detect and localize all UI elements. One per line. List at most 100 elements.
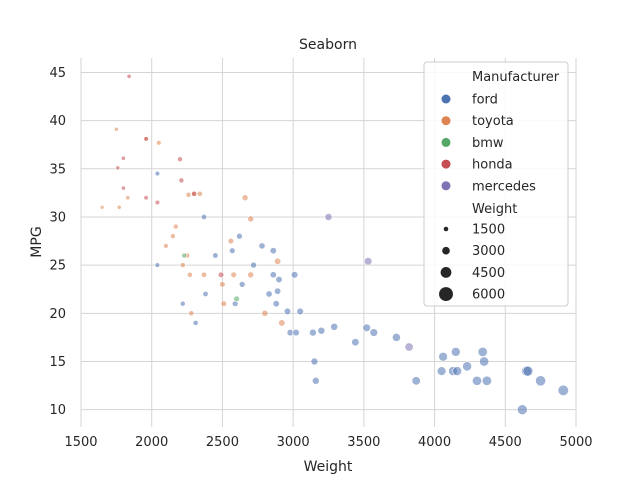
legend-size-marker (439, 287, 453, 302)
data-point-honda (143, 195, 149, 201)
y-axis-label: MPG (29, 226, 45, 257)
data-point-ford (154, 170, 161, 177)
data-point-ford (283, 307, 292, 315)
y-tick-label: 35 (49, 162, 66, 177)
legend: Manufacturer fordtoyotabmwhondamercedes … (423, 61, 569, 307)
data-points (99, 73, 569, 415)
data-point-ford (351, 338, 360, 347)
data-point-honda (126, 73, 132, 79)
x-tick-label: 1500 (64, 435, 97, 450)
x-tick-label: 4000 (418, 435, 451, 450)
data-point-ford (436, 366, 447, 376)
y-tick-label: 25 (49, 259, 66, 274)
data-point-toyota (116, 204, 122, 210)
data-point-ford (522, 365, 534, 377)
data-point-ford (236, 232, 243, 240)
data-point-toyota (196, 190, 203, 197)
data-point-ford (450, 347, 461, 357)
data-point-toyota (201, 271, 207, 278)
data-point-ford (535, 375, 547, 387)
legend-label-ford: ford (472, 93, 498, 108)
x-axis-label: Weight (304, 459, 353, 475)
data-point-toyota (173, 223, 179, 230)
data-point-honda (154, 199, 161, 206)
legend-size-marker (440, 267, 452, 278)
data-point-toyota (219, 281, 226, 288)
data-point-bmw (233, 295, 240, 303)
data-point-ford (265, 290, 273, 298)
data-point-ford (311, 376, 320, 385)
data-point-toyota (114, 126, 119, 132)
data-point-ford (179, 300, 186, 307)
data-point-ford (411, 376, 421, 386)
data-point-ford (477, 346, 488, 357)
data-point-ford (369, 328, 379, 337)
legend-label-mercedes: mercedes (472, 179, 536, 194)
y-tick-label: 20 (49, 307, 66, 322)
data-point-honda (115, 165, 121, 171)
data-point-honda (143, 136, 149, 142)
data-point-bmw (181, 252, 188, 259)
data-point-ford (362, 323, 371, 332)
data-point-ford (238, 281, 246, 288)
data-point-ford (250, 261, 257, 269)
data-point-ford (557, 384, 569, 396)
data-point-toyota (230, 271, 237, 278)
data-point-toyota (99, 205, 105, 210)
data-point-ford (317, 326, 326, 335)
data-point-mercedes (324, 213, 333, 221)
data-point-ford (201, 214, 207, 220)
data-point-ford (330, 322, 339, 331)
legend-size-title: Weight (472, 202, 517, 217)
y-tick-labels: 10 15 20 25 30 35 40 45 (49, 66, 66, 418)
data-point-toyota (185, 191, 192, 198)
legend-label-honda: honda (472, 158, 513, 173)
legend-size-label: 1500 (472, 223, 505, 238)
legend-marker-honda (441, 159, 451, 169)
data-point-ford (292, 328, 300, 337)
data-point-ford (452, 366, 463, 376)
data-point-ford (472, 375, 482, 386)
data-point-toyota (274, 257, 282, 265)
data-point-ford (269, 247, 277, 255)
data-point-ford (462, 361, 472, 372)
data-point-honda (191, 190, 198, 197)
chart-title: Seaborn (299, 37, 357, 53)
data-point-honda (217, 271, 225, 278)
data-point-toyota (188, 310, 195, 317)
legend-size-marker (442, 246, 450, 255)
data-point-ford (269, 271, 277, 279)
legend-marker-mercedes (441, 181, 451, 191)
legend-size-marker (443, 226, 449, 232)
data-point-ford (212, 252, 219, 259)
legend-label-bmw: bmw (472, 136, 504, 151)
data-point-ford (438, 351, 448, 362)
data-point-toyota (179, 262, 186, 268)
data-point-ford (309, 328, 317, 337)
x-tick-label: 4500 (489, 435, 522, 450)
data-point-ford (154, 262, 161, 268)
data-point-ford (479, 356, 490, 367)
data-point-toyota (261, 309, 269, 317)
data-point-toyota (170, 233, 176, 239)
data-point-ford (229, 247, 236, 254)
x-tick-label: 3000 (277, 435, 310, 450)
data-point-ford (272, 300, 280, 308)
data-point-toyota (247, 215, 255, 223)
data-point-ford (258, 242, 266, 250)
legend-hue-title: Manufacturer (472, 70, 560, 85)
data-point-toyota (241, 194, 249, 201)
data-point-toyota (227, 237, 235, 245)
data-point-ford (392, 333, 401, 342)
data-point-ford (274, 287, 282, 295)
data-point-toyota (187, 271, 193, 278)
data-point-honda (120, 185, 126, 191)
legend-size-label: 3000 (472, 244, 505, 259)
x-tick-label: 3500 (347, 435, 380, 450)
data-point-mercedes (363, 257, 373, 266)
data-point-mercedes (404, 342, 414, 352)
y-tick-label: 15 (49, 355, 66, 370)
data-point-toyota (163, 243, 169, 249)
data-point-honda (178, 177, 185, 184)
